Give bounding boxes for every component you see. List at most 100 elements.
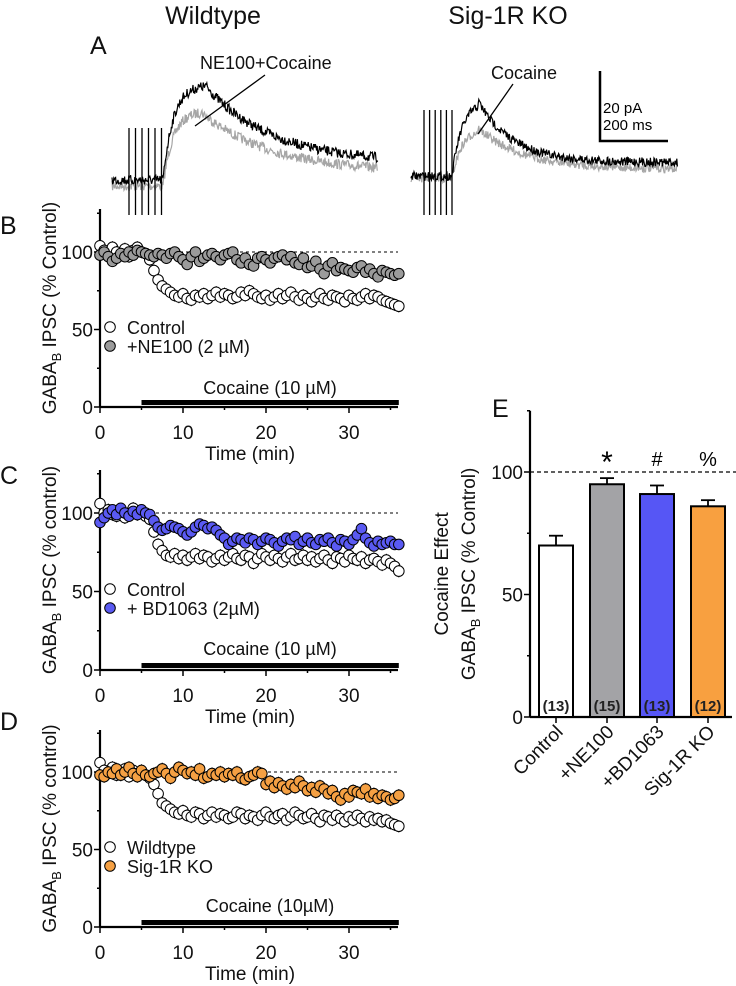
legend-label: Wildtype xyxy=(127,838,196,858)
significance-marker: * xyxy=(601,446,613,479)
legend-label: +NE100 (2 µM) xyxy=(127,337,250,357)
data-point xyxy=(393,565,405,577)
x-tick-label: 30 xyxy=(338,686,359,707)
cocaine-bar-label: Cocaine (10 µM) xyxy=(203,639,336,659)
bar--ne100 xyxy=(589,483,625,718)
ko-title: Sig-1R KO xyxy=(448,2,567,30)
cocaine-application-bar xyxy=(141,400,399,405)
x-tick-label: 0 xyxy=(95,686,106,707)
data-point xyxy=(355,522,368,535)
panel-e: E 0 50 100 Cocaine Effect GABAB IPSC (% Contr… xyxy=(432,395,736,801)
x-axis-label: Time (min) xyxy=(205,444,295,465)
y-axis-label-rest: IPSC (% Control) xyxy=(40,202,61,353)
panel-a: A Wildtype Sig-1R KO NE100+Cocaine Cocai… xyxy=(90,2,678,215)
y-axis-label-main: GABA xyxy=(459,627,480,680)
x-axis-label: Time (min) xyxy=(205,707,295,728)
legend-marker xyxy=(104,321,116,333)
x-tick-label: 20 xyxy=(255,686,276,707)
traces xyxy=(111,80,678,215)
y-tick-label: 100 xyxy=(61,243,93,264)
significance-marker: # xyxy=(651,449,663,471)
scale-bar xyxy=(598,71,668,143)
y-axis-label-sub: B xyxy=(468,619,483,628)
x-tick-label: 10 xyxy=(172,423,193,444)
y-axis-label: GABAB IPSC (% Control) xyxy=(459,468,483,680)
y-axis-label: GABAB IPSC (% control) xyxy=(40,466,64,674)
panel-b: B 0 50 100 0 10 20 30 Time (min) GABAB IPSC (% Co… xyxy=(0,202,405,465)
panel-letter-e: E xyxy=(492,395,509,423)
cocaine-bar-label: Cocaine (10µM) xyxy=(206,896,334,916)
y-axis-label: GABAB IPSC (% Control) xyxy=(40,202,64,414)
panel-letter-d: D xyxy=(0,708,18,736)
data-point xyxy=(256,767,268,780)
legend-marker xyxy=(104,841,116,853)
ko-control-trace xyxy=(410,125,678,185)
legend-marker xyxy=(104,860,116,872)
y-axis-label-line1: Cocaine Effect xyxy=(432,512,453,636)
panel-c: C 0 50 100 0 10 20 30 Time (min) GABAB IPSC (% co… xyxy=(0,462,405,728)
panel-letter-b: B xyxy=(0,212,17,240)
legend-label: Sig-1R KO xyxy=(127,857,213,877)
series-1 xyxy=(94,244,405,283)
legend-marker xyxy=(104,602,116,614)
bar-control xyxy=(538,544,574,718)
scale-y-label: 20 pA xyxy=(603,100,642,117)
y-tick-label: 0 xyxy=(82,918,93,939)
y-tick-label: 100 xyxy=(61,763,93,784)
wt-control-trace xyxy=(111,108,378,193)
y-axis-label: GABAB IPSC (% control) xyxy=(40,724,64,932)
y-axis-label-rest: IPSC (% control) xyxy=(40,724,61,871)
y-tick-label: 50 xyxy=(72,841,93,862)
scale-x-label: 200 ms xyxy=(603,117,652,134)
x-tick-label: 10 xyxy=(172,943,193,964)
y-axis-label-rest: IPSC (% control) xyxy=(40,466,61,613)
cocaine-application-bar xyxy=(141,663,399,668)
x-tick-label: 30 xyxy=(338,943,359,964)
cocaine-bar-label: Cocaine (10 µM) xyxy=(203,378,336,398)
wt-label-pointer xyxy=(194,74,266,127)
y-tick-label: 50 xyxy=(502,586,523,607)
legend-label: Control xyxy=(127,580,185,600)
x-tick-label: 0 xyxy=(95,423,106,444)
data-point xyxy=(393,300,405,313)
y-axis-label-main: GABA xyxy=(40,621,61,674)
n-label: (13) xyxy=(644,698,671,715)
bar--bd1063 xyxy=(639,493,675,718)
data-point xyxy=(94,497,106,510)
data-point xyxy=(393,820,405,833)
wt-trace-label: NE100+Cocaine xyxy=(200,53,332,73)
y-axis-label-sub: B xyxy=(49,613,64,622)
data-point xyxy=(393,538,405,551)
wildtype-title: Wildtype xyxy=(165,2,261,30)
series-1 xyxy=(94,502,405,552)
legend-marker xyxy=(104,340,116,352)
series-1 xyxy=(94,761,405,807)
x-tick-label: 10 xyxy=(172,686,193,707)
y-tick-label: 50 xyxy=(72,321,93,342)
data-point xyxy=(393,267,405,280)
y-axis-label-main: GABA xyxy=(40,361,61,414)
y-tick-label: 0 xyxy=(82,398,93,419)
ko-label-pointer xyxy=(477,83,514,135)
x-tick-label: 30 xyxy=(338,423,359,444)
panel-d: D 0 50 100 0 10 20 30 Time (min) GABAB IPSC (% co… xyxy=(0,708,405,985)
x-tick-label: 20 xyxy=(255,943,276,964)
legend-label: + BD1063 (2µM) xyxy=(127,599,260,619)
y-axis-label-main: GABA xyxy=(40,880,61,933)
panel-letter-c: C xyxy=(0,462,18,490)
y-tick-label: 0 xyxy=(82,661,93,682)
significance-marker: % xyxy=(699,449,717,471)
legend-label: Control xyxy=(127,318,185,338)
data-point xyxy=(393,789,405,802)
legend-marker xyxy=(104,583,116,595)
n-label: (12) xyxy=(695,698,722,715)
y-tick-label: 100 xyxy=(61,504,93,525)
y-tick-label: 0 xyxy=(512,708,523,729)
y-axis-label-sub: B xyxy=(49,871,64,880)
n-label: (13) xyxy=(543,698,570,715)
x-tick-label: 0 xyxy=(95,943,106,964)
x-tick-label: 20 xyxy=(255,423,276,444)
ko-trace-label: Cocaine xyxy=(491,63,557,83)
